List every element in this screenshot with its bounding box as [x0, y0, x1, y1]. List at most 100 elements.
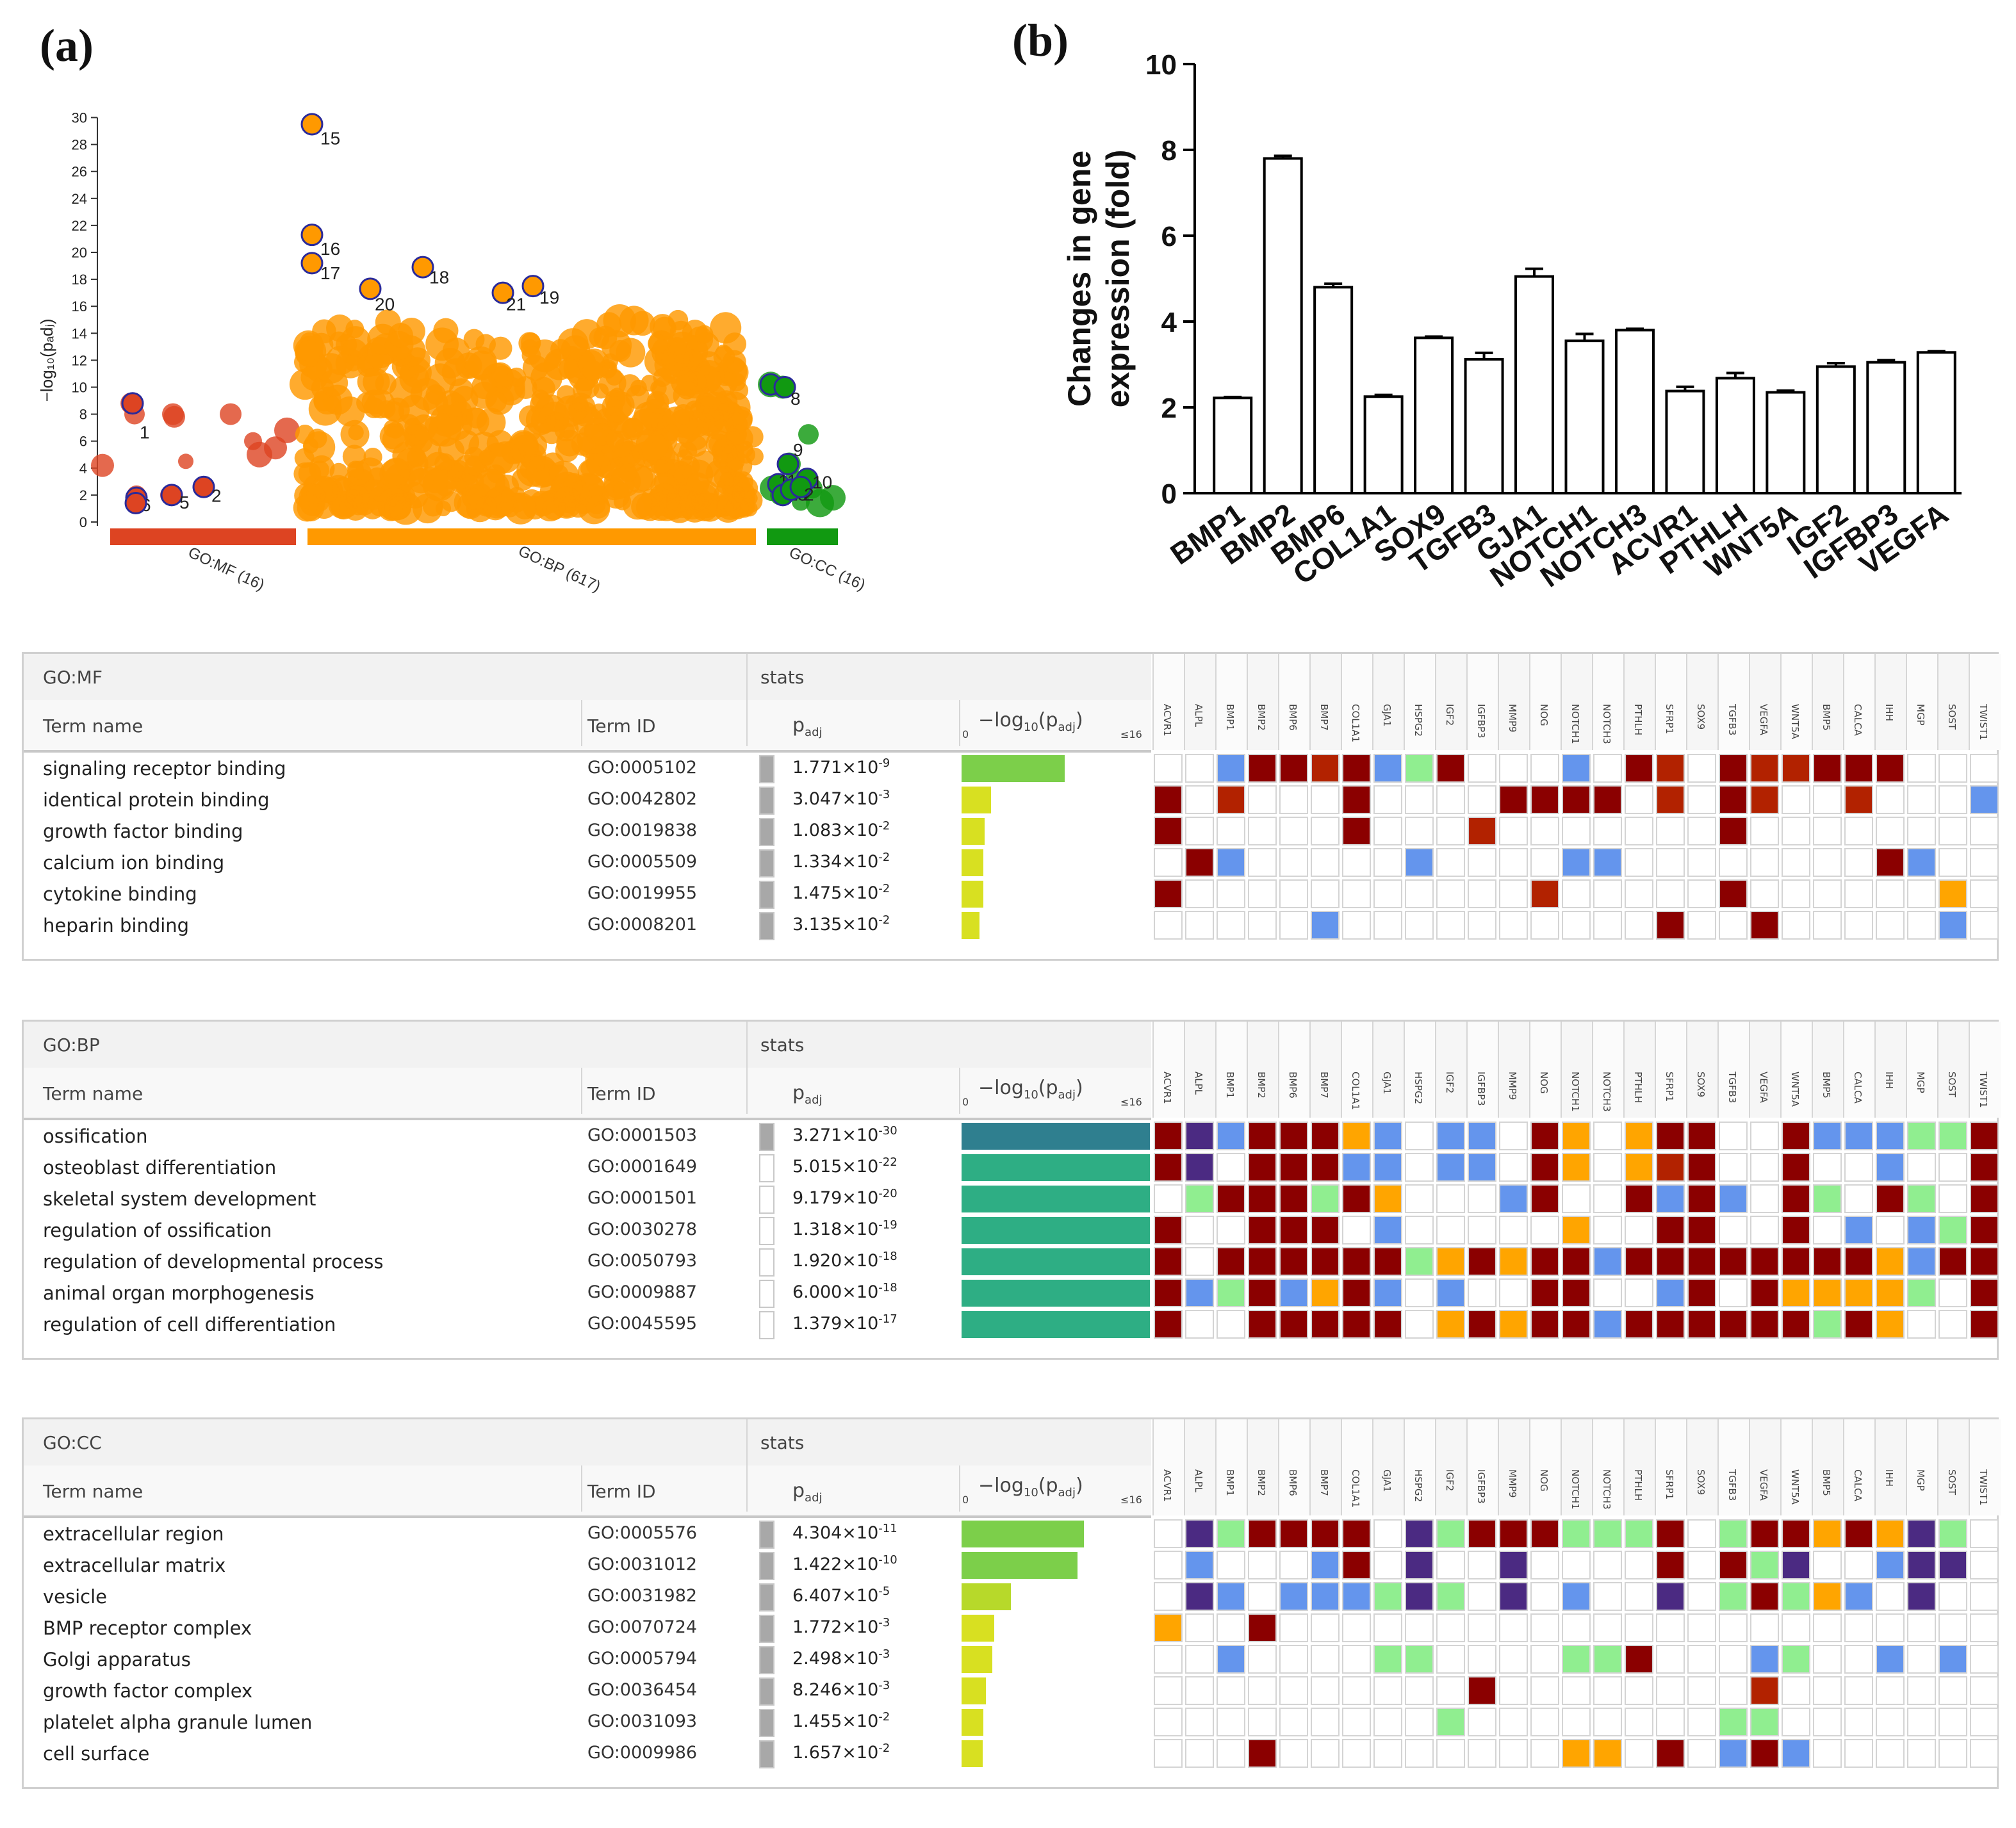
gene-column-header[interactable]: TGFB3	[1717, 654, 1750, 750]
gene-cell[interactable]	[1876, 1122, 1905, 1150]
gene-column-header[interactable]: COL1A1	[1341, 1022, 1373, 1118]
gene-cell[interactable]	[1593, 817, 1622, 845]
gene-column-header[interactable]: SFRP1	[1655, 1022, 1687, 1118]
gene-cell[interactable]	[1499, 1739, 1528, 1768]
gene-cell[interactable]	[1907, 754, 1936, 783]
gene-cell[interactable]	[1719, 1184, 1748, 1213]
term-name[interactable]: extracellular region	[43, 1523, 224, 1545]
table-row[interactable]: heparin binding GO:0008201 3.135×10-2	[24, 910, 1151, 941]
gene-cell[interactable]	[1154, 1184, 1183, 1213]
gene-cell[interactable]	[1436, 1708, 1465, 1736]
gene-cell[interactable]	[1593, 1676, 1622, 1705]
gene-cell[interactable]	[1970, 1519, 1999, 1548]
gene-cell[interactable]	[1876, 1708, 1905, 1736]
gene-cell[interactable]	[1938, 1645, 1967, 1674]
gene-cell[interactable]	[1625, 754, 1653, 783]
gene-cell[interactable]	[1844, 911, 1873, 940]
gene-cell[interactable]	[1499, 1613, 1528, 1642]
gene-cell[interactable]	[1844, 785, 1873, 814]
table-row[interactable]: platelet alpha granule lumen GO:0031093 1.…	[24, 1706, 1151, 1738]
gene-cell[interactable]	[1750, 1645, 1779, 1674]
gene-cell[interactable]	[1656, 1551, 1685, 1579]
gene-cell[interactable]	[1813, 879, 1842, 908]
gene-cell[interactable]	[1907, 1582, 1936, 1611]
gene-cell[interactable]	[1185, 1708, 1214, 1736]
gene-column-header[interactable]: BMP7	[1309, 1419, 1342, 1515]
gene-cell[interactable]	[1373, 879, 1402, 908]
gene-cell[interactable]	[1938, 754, 1967, 783]
gene-cell[interactable]	[1499, 817, 1528, 845]
gene-cell[interactable]	[1593, 1310, 1622, 1339]
term-name[interactable]: skeletal system development	[43, 1188, 316, 1210]
gene-cell[interactable]	[1468, 911, 1496, 940]
gene-cell[interactable]	[1876, 817, 1905, 845]
gene-cell[interactable]	[1185, 817, 1214, 845]
gene-cell[interactable]	[1625, 785, 1653, 814]
gene-column-header[interactable]: ACVR1	[1152, 654, 1185, 750]
gene-cell[interactable]	[1405, 1739, 1434, 1768]
gene-cell[interactable]	[1876, 1519, 1905, 1548]
gene-cell[interactable]	[1373, 1613, 1402, 1642]
gene-cell[interactable]	[1782, 1247, 1810, 1276]
gene-column-header[interactable]: HSPG2	[1404, 654, 1436, 750]
gene-cell[interactable]	[1217, 879, 1245, 908]
gene-column-header[interactable]: MMP9	[1498, 1419, 1530, 1515]
gene-cell[interactable]	[1405, 1582, 1434, 1611]
gene-column-header[interactable]: MMP9	[1498, 654, 1530, 750]
gene-cell[interactable]	[1562, 911, 1591, 940]
gene-cell[interactable]	[1970, 817, 1999, 845]
gene-cell[interactable]	[1876, 1247, 1905, 1276]
gene-cell[interactable]	[1373, 1184, 1402, 1213]
gene-cell[interactable]	[1719, 1247, 1748, 1276]
gene-cell[interactable]	[1373, 1708, 1402, 1736]
gene-column-header[interactable]: IGFBP3	[1466, 1419, 1499, 1515]
gene-cell[interactable]	[1405, 1153, 1434, 1182]
gene-column-header[interactable]: IHH	[1874, 1022, 1907, 1118]
gene-cell[interactable]	[1311, 1613, 1340, 1642]
gene-cell[interactable]	[1844, 879, 1873, 908]
gene-cell[interactable]	[1248, 911, 1277, 940]
gene-cell[interactable]	[1468, 1582, 1496, 1611]
gene-cell[interactable]	[1970, 1184, 1999, 1213]
gene-cell[interactable]	[1342, 785, 1371, 814]
gene-cell[interactable]	[1154, 911, 1183, 940]
gene-cell[interactable]	[1938, 879, 1967, 908]
gene-cell[interactable]	[1782, 785, 1810, 814]
gene-cell[interactable]	[1938, 1551, 1967, 1579]
gene-cell[interactable]	[1719, 1645, 1748, 1674]
gene-cell[interactable]	[1876, 1739, 1905, 1768]
gene-cell[interactable]	[1373, 754, 1402, 783]
gene-cell[interactable]	[1593, 1708, 1622, 1736]
gene-cell[interactable]	[1436, 848, 1465, 877]
gene-cell[interactable]	[1279, 785, 1308, 814]
gene-cell[interactable]	[1217, 754, 1245, 783]
gene-column-header[interactable]: BMP6	[1278, 654, 1311, 750]
gene-cell[interactable]	[1248, 1184, 1277, 1213]
gene-cell[interactable]	[1844, 1645, 1873, 1674]
gene-cell[interactable]	[1279, 1551, 1308, 1579]
gene-cell[interactable]	[1468, 754, 1496, 783]
gene-cell[interactable]	[1279, 848, 1308, 877]
gene-cell[interactable]	[1938, 1184, 1967, 1213]
gene-cell[interactable]	[1719, 1519, 1748, 1548]
gene-cell[interactable]	[1656, 1310, 1685, 1339]
gene-cell[interactable]	[1154, 1519, 1183, 1548]
gene-cell[interactable]	[1279, 1153, 1308, 1182]
gene-cell[interactable]	[1468, 1551, 1496, 1579]
gene-cell[interactable]	[1625, 1247, 1653, 1276]
term-name-header[interactable]: Term name	[43, 715, 143, 737]
gene-cell[interactable]	[1468, 1247, 1496, 1276]
gene-column-header[interactable]: COL1A1	[1341, 1419, 1373, 1515]
gene-cell[interactable]	[1907, 817, 1936, 845]
gene-cell[interactable]	[1185, 1122, 1214, 1150]
gene-cell[interactable]	[1217, 1582, 1245, 1611]
gene-cell[interactable]	[1907, 1278, 1936, 1307]
gene-cell[interactable]	[1656, 1613, 1685, 1642]
gene-column-header[interactable]: NOTCH1	[1561, 654, 1593, 750]
gene-cell[interactable]	[1876, 848, 1905, 877]
gene-cell[interactable]	[1876, 911, 1905, 940]
gene-cell[interactable]	[1405, 1278, 1434, 1307]
gene-cell[interactable]	[1311, 848, 1340, 877]
gene-cell[interactable]	[1499, 1582, 1528, 1611]
gene-column-header[interactable]: BMP5	[1812, 1419, 1844, 1515]
